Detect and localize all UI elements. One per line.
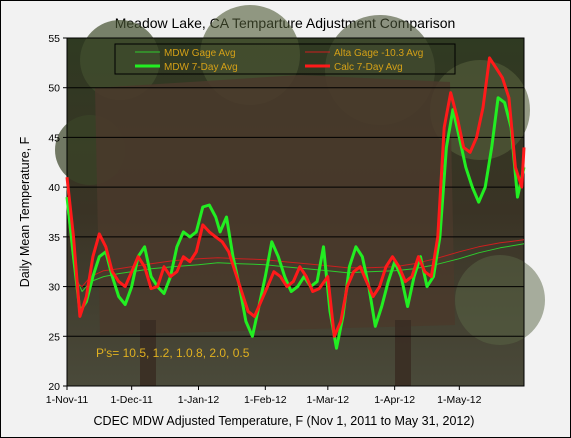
x-tick-label: 1-Apr-12 — [374, 394, 415, 406]
y-tick-label: 50 — [48, 83, 60, 95]
y-axis-label: Daily Mean Temperature, F — [18, 136, 32, 287]
gridlines — [67, 87, 524, 337]
x-tick-label: 1-Feb-12 — [244, 394, 287, 406]
background-photo — [55, 5, 545, 386]
series-line-mdw-7-day-avg — [65, 96, 526, 350]
x-axis: 1-Nov-11 1-Dec-11 1-Jan-12 1-Feb-12 1-Mar-12… — [46, 386, 482, 406]
x-tick-label: 1-Dec-11 — [110, 394, 153, 406]
legend-label-mdw-gage-avg: MDW Gage Avg — [164, 48, 236, 59]
legend-label-alta-gage-avg: Alta Gage -10.3 Avg — [334, 48, 423, 59]
series-layer — [65, 56, 526, 350]
annotation-parameters: P's= 10.5, 1.2, 1.0.8, 2.0, 0.5 — [96, 346, 250, 360]
x-tick-label: 1-Jan-12 — [178, 394, 220, 406]
y-tick-label: 45 — [48, 132, 60, 144]
y-tick-label: 30 — [48, 282, 60, 294]
plot-border — [66, 37, 525, 387]
y-tick-label: 35 — [48, 232, 60, 244]
series-line-calc-7-day-avg — [65, 56, 526, 338]
y-tick-label: 20 — [48, 381, 60, 393]
legend-label-calc-7-day-avg: Calc 7-Day Avg — [334, 62, 403, 73]
y-tick-label: 40 — [48, 182, 60, 194]
x-tick-label: 1-May-12 — [437, 394, 482, 406]
legend-box — [114, 43, 456, 75]
x-tick-label: 1-Nov-11 — [46, 394, 89, 406]
x-tick-label: 1-Mar-12 — [307, 394, 350, 406]
y-tick-label: 55 — [48, 33, 60, 45]
x-axis-label: CDEC MDW Adjusted Temperature, F (Nov 1,… — [94, 414, 475, 428]
legend-label-mdw-7-day-avg: MDW 7-Day Avg — [164, 62, 238, 73]
y-tick-label: 25 — [48, 331, 60, 343]
y-axis: 20 25 30 35 40 45 50 55 — [48, 33, 67, 393]
legend: MDW Gage Avg Alta Gage -10.3 Avg MDW 7-D… — [114, 43, 456, 75]
